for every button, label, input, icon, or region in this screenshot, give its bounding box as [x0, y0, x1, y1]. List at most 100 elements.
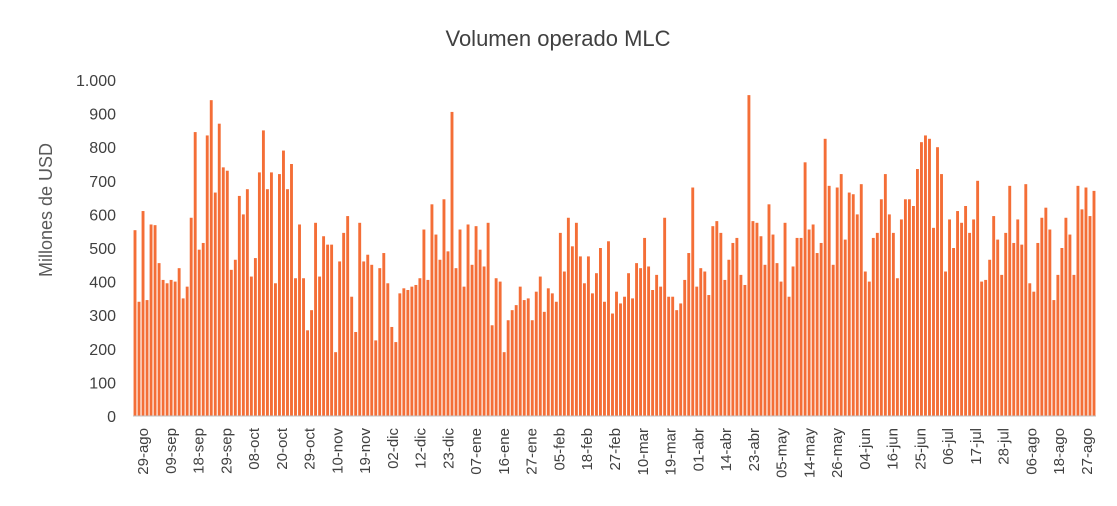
bar	[815, 253, 819, 416]
bar	[655, 274, 659, 416]
bar	[286, 189, 289, 416]
bar	[269, 172, 273, 416]
bar	[1060, 248, 1064, 416]
bar	[867, 281, 871, 416]
bar	[278, 174, 281, 416]
bar	[233, 259, 237, 416]
bar	[767, 204, 771, 416]
bar	[550, 293, 554, 416]
bar	[599, 248, 602, 416]
bar	[952, 248, 955, 416]
bar	[791, 266, 795, 416]
bar	[446, 251, 450, 416]
bar	[607, 241, 610, 416]
bar	[743, 284, 747, 416]
bar	[366, 254, 370, 416]
bar	[189, 217, 193, 416]
bar	[330, 244, 334, 416]
bar	[980, 281, 984, 416]
bar	[261, 130, 265, 416]
bar	[920, 142, 923, 416]
bar	[1036, 242, 1040, 416]
bar	[715, 221, 719, 416]
x-tick-label: 14-abr	[718, 428, 735, 471]
x-tick-label: 16-jun	[885, 428, 902, 470]
bar	[976, 180, 980, 416]
bar	[518, 286, 522, 416]
bar-series	[133, 95, 1096, 417]
x-tick-label: 19-mar	[663, 428, 680, 476]
bar	[522, 300, 526, 416]
bar	[639, 268, 643, 416]
bar	[771, 234, 775, 416]
y-tick-label: 200	[89, 342, 116, 359]
bar	[257, 172, 261, 416]
bar	[956, 211, 960, 416]
bar	[659, 286, 663, 416]
bar	[450, 111, 454, 417]
bar	[225, 170, 229, 416]
bar	[442, 199, 446, 416]
bar	[314, 222, 318, 416]
bar	[671, 296, 675, 416]
bar	[193, 132, 197, 416]
bar	[1048, 229, 1052, 416]
bar	[691, 187, 695, 416]
bar	[763, 264, 767, 416]
bar	[988, 259, 992, 416]
bar	[911, 206, 915, 416]
x-tick-label: 18-ago	[1051, 428, 1068, 475]
bar	[779, 281, 783, 416]
bar	[558, 232, 562, 416]
bar	[651, 290, 655, 416]
x-tick-label: 07-ene	[468, 428, 485, 475]
bar	[506, 320, 510, 416]
bar	[438, 259, 442, 416]
bar	[899, 219, 903, 416]
bar	[1000, 274, 1004, 416]
bar	[362, 261, 366, 416]
bar	[241, 214, 245, 416]
bar	[570, 246, 574, 416]
bar	[306, 330, 309, 416]
bar	[221, 167, 225, 416]
bar	[823, 138, 827, 417]
bar	[1064, 217, 1068, 416]
bar	[237, 195, 241, 416]
bar	[546, 288, 550, 416]
x-tick-label: 04-jun	[857, 428, 874, 470]
bar	[578, 256, 582, 416]
bar	[534, 291, 538, 416]
bar	[611, 313, 614, 416]
bar	[787, 296, 791, 416]
x-tick-label: 28-jul	[996, 428, 1013, 465]
bar	[201, 242, 205, 416]
bar	[795, 237, 799, 416]
bar	[1008, 185, 1012, 416]
bar	[932, 227, 935, 416]
bar	[940, 174, 943, 416]
bar	[245, 189, 249, 416]
y-tick-label: 700	[89, 174, 116, 191]
bar	[603, 301, 606, 416]
y-tick-label: 300	[89, 308, 116, 325]
bar	[510, 310, 514, 416]
bar	[470, 264, 474, 416]
bar	[133, 230, 137, 416]
bar	[996, 239, 1000, 416]
bar	[1016, 219, 1020, 416]
bar	[554, 301, 558, 416]
x-tick-label: 27-ago	[1079, 428, 1096, 475]
x-tick-label: 25-jun	[912, 428, 929, 470]
bar	[590, 293, 594, 416]
bar	[165, 283, 169, 416]
bar	[891, 232, 895, 416]
bar	[739, 274, 743, 416]
bar	[378, 268, 382, 416]
x-tick-label: 16-ene	[496, 428, 513, 475]
x-tick-label: 23-dic	[440, 428, 457, 469]
bar	[783, 222, 787, 416]
bar	[1068, 234, 1072, 416]
bar	[851, 194, 855, 416]
bar	[454, 268, 458, 416]
